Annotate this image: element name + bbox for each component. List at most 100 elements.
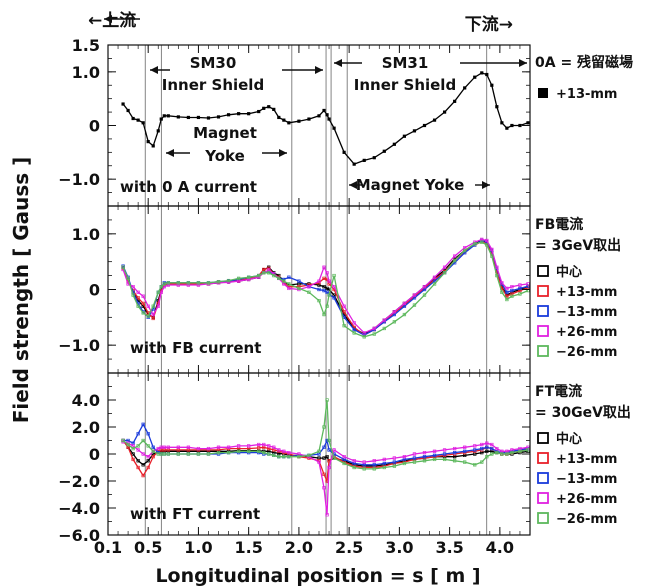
data-point (186, 445, 191, 449)
data-point (452, 258, 457, 263)
legend-label: +26-mm (556, 492, 617, 507)
x-tick-label: 2.5 (335, 538, 363, 557)
downstream-label: 下流→ (465, 14, 513, 35)
data-point (297, 279, 301, 283)
data-point (510, 285, 514, 289)
data-point (136, 448, 140, 452)
data-point (136, 304, 140, 308)
data-point (277, 276, 281, 281)
data-point (372, 467, 376, 471)
data-point (452, 254, 457, 258)
data-point (327, 465, 331, 470)
data-point (505, 452, 509, 456)
data-point (332, 126, 336, 130)
data-point (226, 278, 231, 283)
data-point (463, 460, 467, 464)
legend-title: FT電流 (535, 383, 582, 400)
data-point (518, 292, 522, 296)
legend-swatch (537, 492, 549, 504)
data-point (257, 109, 261, 114)
legend-title: = 3GeV取出 (535, 237, 621, 254)
data-point (121, 438, 125, 443)
data-point (485, 455, 489, 459)
upstream-label: ←上流 (88, 10, 136, 31)
data-point (272, 273, 276, 278)
data-point (325, 113, 329, 117)
data-point (272, 107, 276, 111)
data-point (146, 140, 150, 144)
data-point (247, 112, 251, 116)
data-point (196, 115, 201, 120)
data-point (176, 452, 180, 456)
panel-title: with 0 A current (120, 178, 257, 196)
data-point (141, 121, 145, 125)
data-point (442, 448, 447, 452)
data-point (432, 457, 437, 462)
magnet-yoke-left-arrow-head (349, 181, 357, 189)
data-point (262, 267, 266, 272)
data-point (322, 108, 326, 113)
data-point (146, 444, 150, 448)
data-point (352, 321, 356, 325)
data-point (159, 290, 163, 294)
data-point (463, 86, 467, 90)
data-point (277, 448, 281, 452)
legend-label: −26-mm (556, 345, 617, 360)
data-point (287, 282, 291, 286)
data-point (307, 453, 311, 457)
data-point (121, 265, 125, 269)
data-point (317, 298, 321, 303)
series-line (122, 238, 529, 334)
data-point (186, 281, 191, 285)
x-tick-label: 4.0 (486, 538, 514, 557)
data-point (136, 432, 140, 436)
data-point (510, 292, 514, 296)
data-point (362, 158, 366, 162)
data-point (362, 335, 366, 339)
data-point (166, 452, 170, 456)
data-point (166, 114, 170, 118)
data-point (452, 459, 457, 463)
data-point (317, 114, 321, 118)
data-point (277, 115, 281, 120)
data-point (327, 279, 331, 283)
data-point (327, 448, 331, 452)
data-point (382, 457, 386, 462)
data-point (262, 451, 266, 455)
data-point (141, 452, 145, 456)
data-point (362, 460, 366, 464)
data-point (216, 451, 221, 455)
data-point (382, 318, 386, 322)
data-point (216, 445, 221, 449)
legend-swatch (537, 285, 549, 297)
data-point (453, 99, 457, 103)
data-point (247, 444, 251, 448)
data-point (372, 156, 376, 160)
y-tick-label: −1.0 (58, 170, 100, 189)
data-point (141, 473, 145, 478)
data-point (317, 283, 321, 287)
data-point (362, 467, 366, 471)
data-point (262, 106, 266, 110)
data-point (267, 452, 271, 456)
data-point (480, 442, 484, 447)
data-point (332, 448, 336, 452)
data-point (402, 312, 407, 317)
data-point (495, 265, 499, 269)
data-point (473, 463, 477, 467)
y-tick-label: −1.0 (58, 336, 100, 355)
data-point (272, 453, 276, 457)
data-point (485, 449, 489, 453)
legend-swatch (537, 512, 549, 524)
data-point (287, 455, 291, 459)
data-point (236, 444, 241, 448)
y-tick-label: 0 (89, 445, 100, 464)
data-point (402, 461, 407, 466)
x-tick-label: 0.1 (94, 538, 122, 557)
legend-swatch (537, 305, 549, 317)
data-point (317, 279, 321, 283)
data-point (267, 271, 271, 275)
data-point (126, 276, 130, 281)
sm31-left-arrow-head (334, 59, 342, 67)
